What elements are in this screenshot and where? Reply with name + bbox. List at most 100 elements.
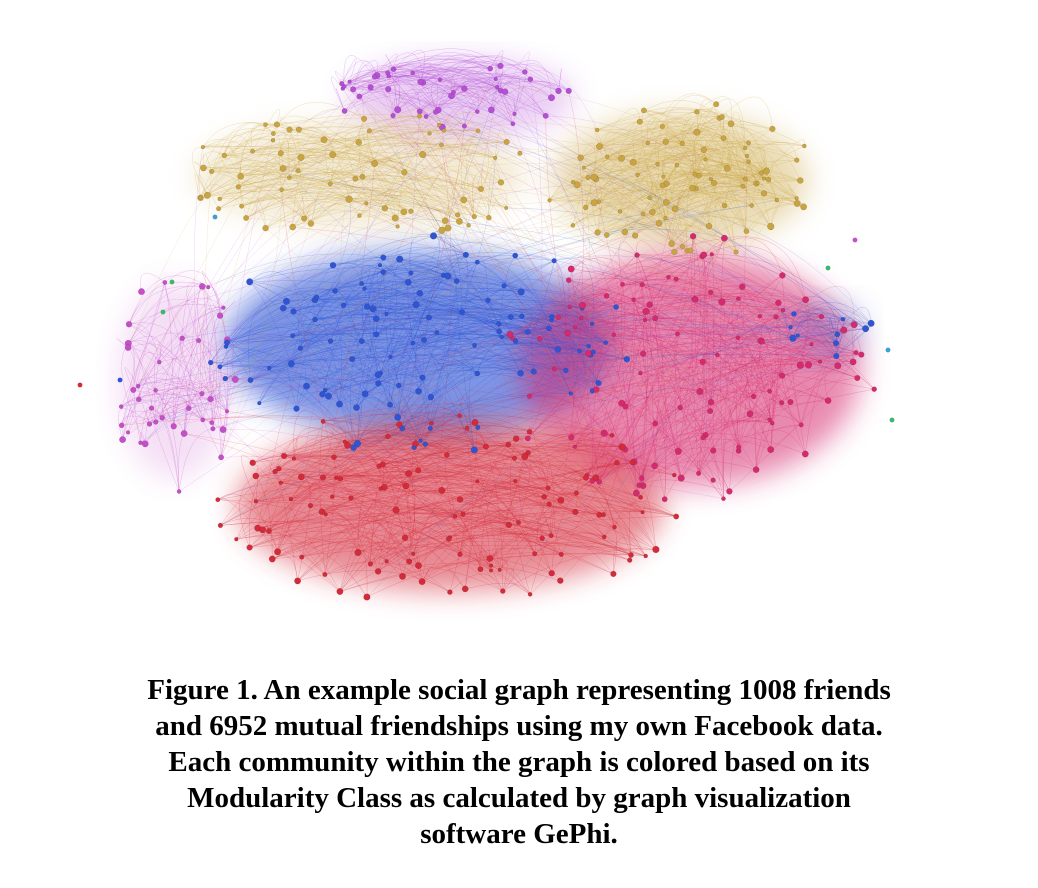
graph-edge [291,275,448,364]
graph-edge [412,61,491,74]
graph-edge [364,373,423,395]
graph-edge [357,462,633,553]
graph-edge [249,505,397,548]
graph-edge [350,427,468,499]
graph-edge [269,333,362,369]
graph-edge [621,394,679,452]
graph-edge [277,478,341,552]
graph-edge [334,290,566,371]
graph-node [647,195,652,201]
graph-edge [343,305,423,378]
graph-edge [680,324,855,479]
graph-edge [641,284,656,354]
graph-edge [384,130,445,209]
graph-edge [633,299,647,486]
graph-edge [502,462,618,592]
graph-edge [387,436,419,566]
graph-edge [408,471,677,517]
graph-edge [502,548,656,592]
graph-edge [643,110,725,206]
graph-edge [362,176,460,222]
graph-node [611,332,616,337]
graph-edge [280,138,290,178]
graph-edge [518,452,531,523]
graph-edge [384,423,389,437]
graph-node [639,475,645,481]
graph-edge [225,257,384,347]
graph-edge [259,359,627,404]
graph-edge [723,337,739,499]
graph-edge [437,66,491,111]
graph-edge [680,316,777,408]
graph-edge [598,153,748,202]
graph-edge [149,397,190,425]
graph-node [795,333,800,338]
graph-node [568,391,573,396]
graph-edge [155,385,626,450]
graph-edge [269,357,521,374]
graph-edge [357,465,419,553]
graph-edge [349,80,439,111]
graph-edge [412,503,464,554]
graph-edge [211,134,325,172]
graph-edge [255,439,486,477]
graph-edge [211,122,300,172]
graph-edge [389,280,457,405]
graph-edge [749,380,772,415]
graph-edge [377,319,843,572]
graph-node [579,316,584,321]
graph-edge [460,498,535,554]
graph-edge [164,282,228,412]
graph-edge [310,504,461,555]
graph-edge [567,332,829,401]
graph-node [789,334,797,342]
graph-node [854,375,861,382]
graph-edge [127,285,203,348]
graph-node [612,524,617,530]
graph-edge [673,333,699,474]
graph-node [526,429,533,435]
graph-edge [674,254,704,452]
graph-edge [342,71,424,89]
graph-edge [252,147,475,217]
graph-edge [775,316,854,363]
graph-edge [732,205,752,253]
graph-edge [446,426,613,456]
graph-edge [250,283,362,381]
graph-node [329,262,337,269]
graph-edge [397,328,549,418]
graph-edge [488,198,507,218]
graph-node [429,420,434,426]
graph-edge [314,247,467,301]
graph-edge [665,217,791,328]
graph-edge [377,518,509,572]
graph-edge [408,431,487,474]
graph-edge [122,410,163,440]
graph-node [565,87,572,95]
graph-node [348,495,354,501]
graph-node [572,325,577,330]
graph-edge [459,415,473,589]
graph-edge [265,124,443,231]
graph-edge [710,370,858,403]
graph-node [217,522,224,529]
graph-node [363,593,371,601]
graph-edge [353,89,465,127]
graph-edge [255,475,630,561]
graph-edge [250,340,591,381]
graph-edge [638,410,711,486]
graph-node [367,84,374,91]
graph-edge [529,395,706,436]
graph-edge [702,343,812,438]
graph-edge [357,430,426,445]
graph-edge [576,492,657,550]
graph-edge [543,492,646,557]
graph-edge [634,180,758,236]
graph-node [217,196,222,202]
graph-edge [422,123,507,155]
graph-edge [597,107,720,131]
graph-edge [423,131,697,341]
graph-edge [220,471,409,526]
graph-edge [393,68,492,111]
graph-edge [645,297,722,312]
